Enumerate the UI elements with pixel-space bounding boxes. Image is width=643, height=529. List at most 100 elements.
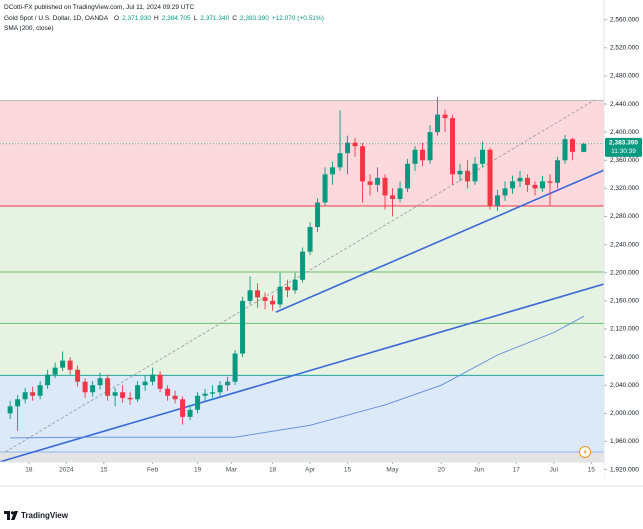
candle-body <box>30 392 36 396</box>
trendline <box>0 283 604 462</box>
candle-body <box>555 160 561 183</box>
candle-body <box>420 149 426 161</box>
candle-body <box>165 388 171 396</box>
symbol-legend: Gold Spot / U.S. Dollar, 1D, OANDA O 2,37… <box>4 14 324 25</box>
y-tick-label: 2,000.000 <box>610 410 639 417</box>
countdown: 11:30:39 <box>611 148 636 155</box>
candle-body <box>367 181 373 185</box>
candle-body <box>217 385 223 393</box>
y-tick-label: 2,560.000 <box>610 16 639 23</box>
x-tick-label: Jul <box>550 467 559 474</box>
zone <box>0 451 604 462</box>
candle-body <box>532 184 538 189</box>
time-scale <box>0 462 604 478</box>
candle-body <box>240 300 246 354</box>
y-tick-label: 2,480.000 <box>610 73 639 80</box>
candle-body <box>277 286 283 305</box>
candle-body <box>472 163 478 182</box>
candle-body <box>435 114 441 133</box>
candle-body <box>292 279 298 291</box>
candle-body <box>45 374 51 386</box>
candle-body <box>427 132 433 161</box>
candle-body <box>142 381 148 386</box>
legend-value: 2,383.390 <box>239 14 269 22</box>
legend-change: +12.070 (+0.51%) <box>271 14 324 22</box>
candle-body <box>300 251 306 280</box>
candle-body <box>187 409 193 417</box>
brand-logo <box>4 511 18 520</box>
y-tick-label: 2,240.000 <box>610 241 639 248</box>
candle-body <box>375 177 381 185</box>
candle-body <box>337 153 343 168</box>
brand-name: TradingView <box>21 511 68 520</box>
alert-icon[interactable] <box>579 446 591 458</box>
candle-body <box>180 399 186 417</box>
symbol-title: Gold Spot / U.S. Dollar, 1D, OANDA <box>4 14 109 22</box>
candle-body <box>15 399 21 407</box>
candle-body <box>450 118 456 175</box>
legend-prefix: O <box>114 14 120 22</box>
x-tick-label: 18 <box>25 467 33 474</box>
candle-body <box>37 385 43 396</box>
x-tick-label: 19 <box>194 467 202 474</box>
price-tag <box>605 137 642 157</box>
candle-body <box>360 146 366 182</box>
candle-body <box>465 170 471 182</box>
candle-body <box>127 397 133 400</box>
candle-body <box>247 290 253 301</box>
candle-body <box>510 181 516 189</box>
x-tick-label: Feb <box>147 467 159 474</box>
price-tag-label: 2,383.390 <box>609 140 638 147</box>
trendline <box>4 99 596 453</box>
legend-value: 2,371.340 <box>200 14 230 22</box>
candle-body <box>210 392 216 394</box>
candle-body <box>172 395 178 400</box>
candle-body <box>82 381 88 393</box>
candle-body <box>52 367 58 375</box>
candle-body <box>562 139 568 161</box>
x-tick-label: 18 <box>269 467 277 474</box>
candle-body <box>517 177 523 182</box>
candle-body <box>75 369 81 382</box>
x-tick-label: 20 <box>438 467 446 474</box>
sma-line <box>10 315 585 439</box>
candle-body <box>345 142 351 154</box>
y-tick-label: 2,440.000 <box>610 101 639 108</box>
candle-body <box>525 177 531 185</box>
candle-body <box>547 181 553 183</box>
x-tick-label: 15 <box>344 467 352 474</box>
candle-body <box>105 378 111 396</box>
candle-body <box>90 385 96 393</box>
y-tick-label: 2,200.000 <box>610 269 639 276</box>
zone <box>0 100 604 206</box>
legend-prefix: L <box>193 14 198 22</box>
candle-body <box>322 174 328 203</box>
candle-body <box>457 170 463 175</box>
plot-area <box>0 97 604 462</box>
zone <box>0 375 604 452</box>
candle-body <box>97 378 103 386</box>
x-tick-label: Mar <box>226 467 238 474</box>
y-tick-label: 2,280.000 <box>610 213 639 220</box>
y-tick-label: 1,960.000 <box>610 438 639 445</box>
candle-body <box>60 360 66 368</box>
chart-header: DCotti-FX published on TradingView.com, … <box>4 3 324 35</box>
y-tick-label: 1,920.000 <box>610 466 639 473</box>
candle-body <box>22 392 28 400</box>
legend-value: 2,371.930 <box>122 14 152 22</box>
x-tick-label: Apr <box>305 467 316 474</box>
price-scale <box>604 0 643 478</box>
candle-body <box>67 360 73 370</box>
y-tick-label: 2,360.000 <box>610 157 639 164</box>
candle-body <box>442 114 448 119</box>
x-tick-label: May <box>386 467 399 474</box>
x-tick-label: 2024 <box>59 467 74 474</box>
candle-body <box>540 181 546 189</box>
candle-body <box>307 227 313 252</box>
candle-body <box>330 167 336 175</box>
candle-body <box>195 395 201 410</box>
indicator-name: SMA (200, close) <box>4 25 54 32</box>
candle-body <box>120 392 126 398</box>
